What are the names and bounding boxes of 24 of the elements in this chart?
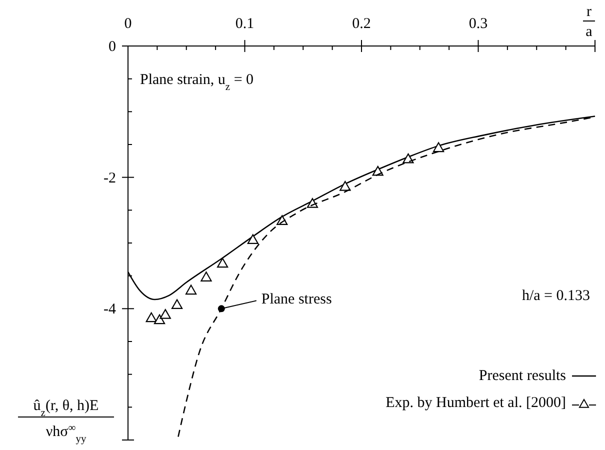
point xyxy=(433,142,444,152)
point xyxy=(171,299,183,310)
x-tick-label: 0.3 xyxy=(468,16,488,32)
annotation: h/a = 0.133 xyxy=(522,288,590,304)
point xyxy=(218,305,225,312)
y-tick-label: -4 xyxy=(104,302,116,318)
x-axis-title: r a xyxy=(586,4,593,40)
annotation: Plane strain, u$_{z}$ = 0 xyxy=(140,72,254,92)
point xyxy=(200,272,212,282)
point xyxy=(247,234,258,244)
point xyxy=(160,309,171,319)
legend-label: Exp. by Humbert et al. [2000] xyxy=(386,395,566,411)
point xyxy=(185,284,197,295)
x-tick-label: 0.1 xyxy=(235,16,254,32)
point xyxy=(146,312,157,322)
x-tick-label: 0 xyxy=(124,16,132,32)
y-tick-label: 0 xyxy=(108,39,116,55)
y-tick-label: -2 xyxy=(104,170,116,186)
point xyxy=(217,258,228,268)
annotation: Plane stress xyxy=(261,292,332,308)
legend-label: Present results xyxy=(478,368,566,384)
x-tick-label: 0.2 xyxy=(352,16,371,32)
point xyxy=(340,180,351,191)
point xyxy=(154,314,166,324)
